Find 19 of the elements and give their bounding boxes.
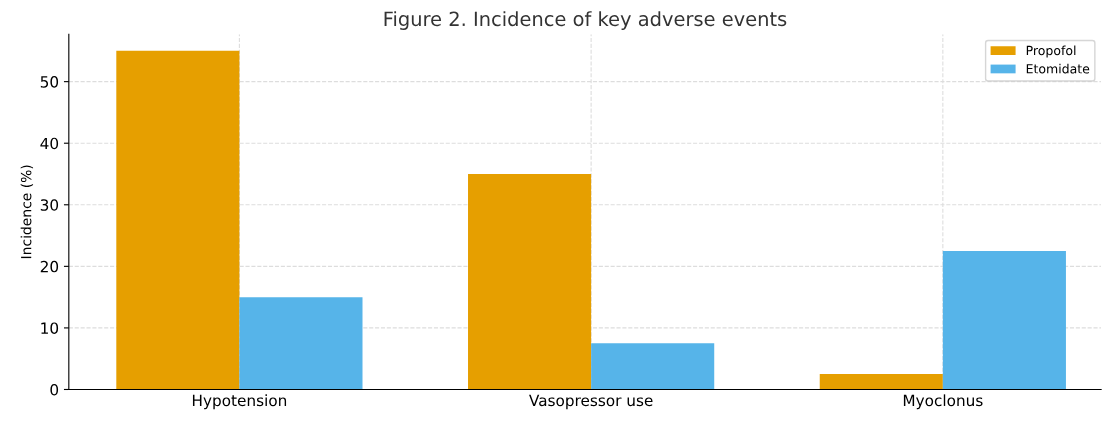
y-tick-label: 10	[41, 322, 59, 334]
x-tick-label: Myoclonus	[903, 394, 983, 410]
y-tick-label: 40	[40, 137, 59, 150]
bar	[942, 250, 1066, 390]
bar	[239, 297, 363, 390]
y-tick-label: 0	[50, 383, 59, 396]
bar	[116, 50, 240, 390]
bar	[591, 343, 715, 390]
x-tick-label: Vasopressor use	[529, 394, 653, 410]
legend-label: Etomidate	[1026, 63, 1090, 74]
chart-title: Figure 2. Incidence of key adverse events	[384, 11, 787, 30]
bar	[819, 374, 943, 390]
x-tick-label: Hypotension	[192, 394, 287, 410]
y-axis-title: Incidence (%)	[20, 165, 34, 259]
bar	[468, 174, 592, 390]
y-tick-label: 50	[40, 76, 59, 88]
y-tick-label: 30	[40, 199, 59, 211]
legend-label: Propofol	[1026, 45, 1076, 58]
y-tick-label: 20	[40, 260, 59, 273]
